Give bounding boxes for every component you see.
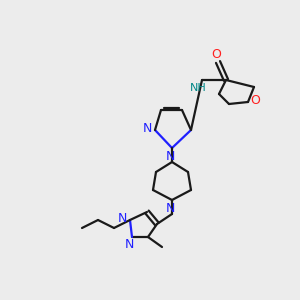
Text: NH: NH [190, 83, 206, 93]
Text: N: N [165, 202, 175, 214]
Text: O: O [250, 94, 260, 107]
Text: N: N [165, 149, 175, 163]
Text: O: O [211, 47, 221, 61]
Text: N: N [124, 238, 134, 251]
Text: N: N [142, 122, 152, 134]
Text: N: N [117, 212, 127, 224]
